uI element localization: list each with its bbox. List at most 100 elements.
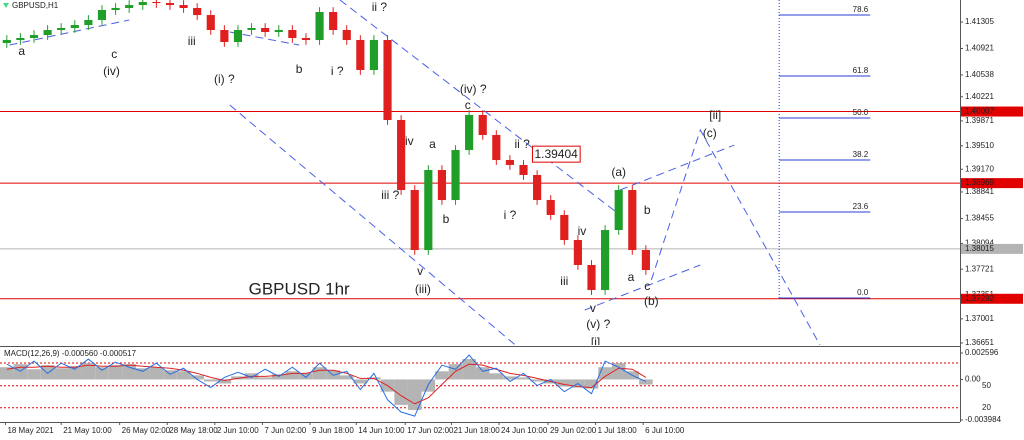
macd-bar	[435, 371, 449, 380]
trend-line	[584, 264, 701, 311]
y-tick-label: 1.41305	[965, 17, 994, 26]
wave-label: (b)	[644, 294, 659, 308]
y-tick-label: 1.39871	[965, 116, 994, 125]
trend-line	[650, 128, 821, 345]
macd-bar	[584, 379, 599, 389]
fib-label: 50.0	[853, 108, 869, 117]
candle-body	[233, 30, 243, 43]
macd-y-tick-label: -0.003984	[965, 415, 1002, 424]
wave-label: 1.39404	[534, 147, 578, 161]
candle-body	[519, 164, 528, 175]
x-tick-label: 7 Jun 02:00	[264, 426, 306, 435]
macd-bar	[516, 377, 531, 380]
fib-label: 23.6	[853, 202, 869, 211]
macd-bar	[611, 363, 626, 380]
macd-bar	[135, 368, 150, 380]
macd-level-label: 50	[982, 381, 991, 390]
macd-pane	[0, 354, 960, 417]
y-tick-label: 1.40221	[965, 92, 994, 101]
level-price-label: 1.38969	[965, 178, 994, 187]
macd-bar	[54, 368, 68, 380]
candle-body	[533, 174, 542, 201]
trend-line	[229, 104, 516, 345]
chart-title: GBPUSD,H1	[12, 1, 59, 10]
candle-body	[315, 12, 324, 41]
fib-label: 38.2	[853, 150, 869, 159]
x-tick-label: 9 Jun 18:00	[312, 426, 354, 435]
candle-body	[342, 30, 351, 41]
macd-bar	[149, 367, 164, 380]
macd-bar	[81, 363, 96, 380]
candle-body	[614, 190, 623, 231]
macd-bar	[217, 379, 232, 384]
candle-body	[206, 15, 215, 31]
x-tick-label: 6 Jul 10:00	[645, 426, 685, 435]
y-tick-label: 1.37001	[965, 314, 994, 323]
macd-title: MACD(12,26,9) -0.000560 -0.000517	[4, 349, 137, 358]
candle-body	[111, 8, 120, 11]
candle-body	[16, 38, 25, 41]
candle-body	[546, 200, 555, 215]
candle-body	[247, 28, 256, 31]
macd-bar	[27, 369, 41, 380]
candle-body	[397, 120, 406, 191]
symbol-icon	[3, 3, 9, 8]
macd-bar	[285, 371, 300, 380]
x-tick-label: 28 May 18:00	[169, 426, 218, 435]
candle-body	[601, 230, 610, 291]
macd-bar	[176, 371, 191, 380]
macd-bar	[299, 373, 313, 380]
candle-body	[410, 190, 419, 251]
candle-body	[29, 35, 39, 39]
candle-body	[329, 12, 338, 31]
x-tick-label: 1 Jul 18:00	[598, 426, 638, 435]
wave-label: a	[429, 137, 436, 151]
candle-body	[641, 250, 650, 271]
wave-label: iii	[188, 34, 196, 48]
wave-label: c	[465, 98, 471, 112]
macd-bar	[95, 367, 109, 380]
wave-label: iii	[560, 274, 568, 288]
fib-label: 78.6	[853, 5, 869, 14]
candle-body	[369, 40, 379, 71]
wave-label: ii ?	[372, 0, 388, 14]
wave-label: a	[628, 270, 635, 284]
macd-bar	[203, 379, 218, 382]
macd-y-tick-label: 0.002596	[965, 348, 999, 357]
level-price-box	[961, 243, 1023, 254]
y-tick-label: 1.38455	[965, 214, 994, 223]
macd-bar	[489, 373, 504, 380]
macd-line	[6, 363, 647, 405]
candle-body	[43, 30, 52, 36]
level-price-box	[961, 106, 1023, 117]
level-price-box	[961, 293, 1023, 304]
candle-body	[70, 25, 79, 29]
trend-line	[9, 19, 130, 46]
candle-body	[193, 8, 202, 16]
macd-bar	[339, 375, 354, 380]
y-tick-label: 1.40921	[965, 44, 994, 53]
wave-label: (i) ?	[214, 72, 235, 86]
macd-bar	[353, 379, 368, 384]
candle-body	[125, 5, 134, 9]
wave-label: c	[111, 47, 117, 61]
macd-y-tick-label: 0.00	[965, 375, 981, 384]
candle-body	[505, 160, 514, 165]
x-tick-label: 17 Jun 02:00	[407, 426, 454, 435]
y-tick-label: 1.40538	[965, 70, 994, 79]
macd-bar	[67, 366, 82, 380]
macd-bar	[0, 367, 14, 380]
wave-label: (iv)	[103, 64, 120, 78]
y-tick-label: 1.38841	[965, 187, 994, 196]
wave-label: (iii)	[415, 282, 431, 296]
macd-bar	[122, 364, 136, 380]
macd-bar	[108, 365, 123, 380]
wave-label: i ?	[331, 64, 344, 78]
y-tick-label: 1.39510	[965, 141, 994, 150]
wave-label: b	[443, 212, 450, 226]
level-price-label: 1.38015	[965, 244, 994, 253]
candle-body	[424, 170, 433, 251]
y-tick-label: 1.38094	[965, 239, 994, 248]
candle-body	[437, 170, 447, 201]
